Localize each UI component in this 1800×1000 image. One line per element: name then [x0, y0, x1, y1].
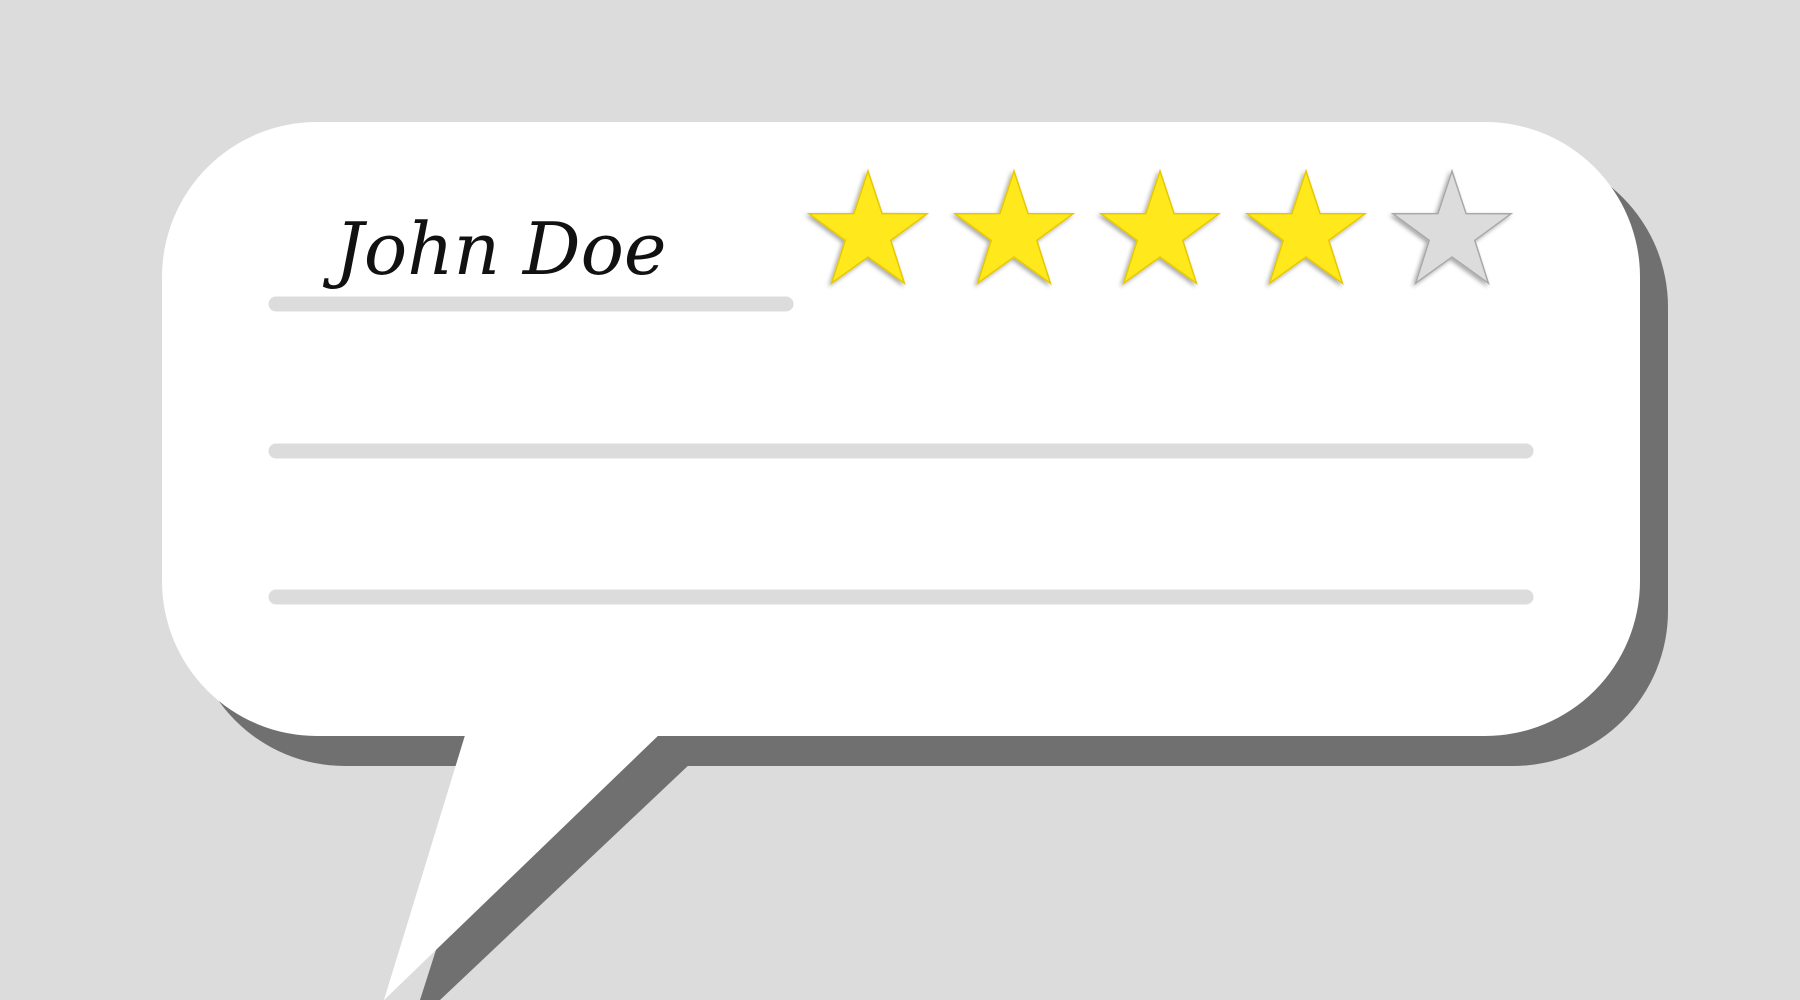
star-filled-icon	[1244, 168, 1368, 286]
star-filled-icon	[952, 168, 1076, 286]
speech-bubble	[162, 122, 1640, 1000]
star-rating	[806, 168, 1514, 286]
reviewer-name: John Doe	[322, 207, 667, 291]
star-filled-icon	[1098, 168, 1222, 286]
star-empty-icon	[1390, 168, 1514, 286]
star-filled-icon	[806, 168, 930, 286]
